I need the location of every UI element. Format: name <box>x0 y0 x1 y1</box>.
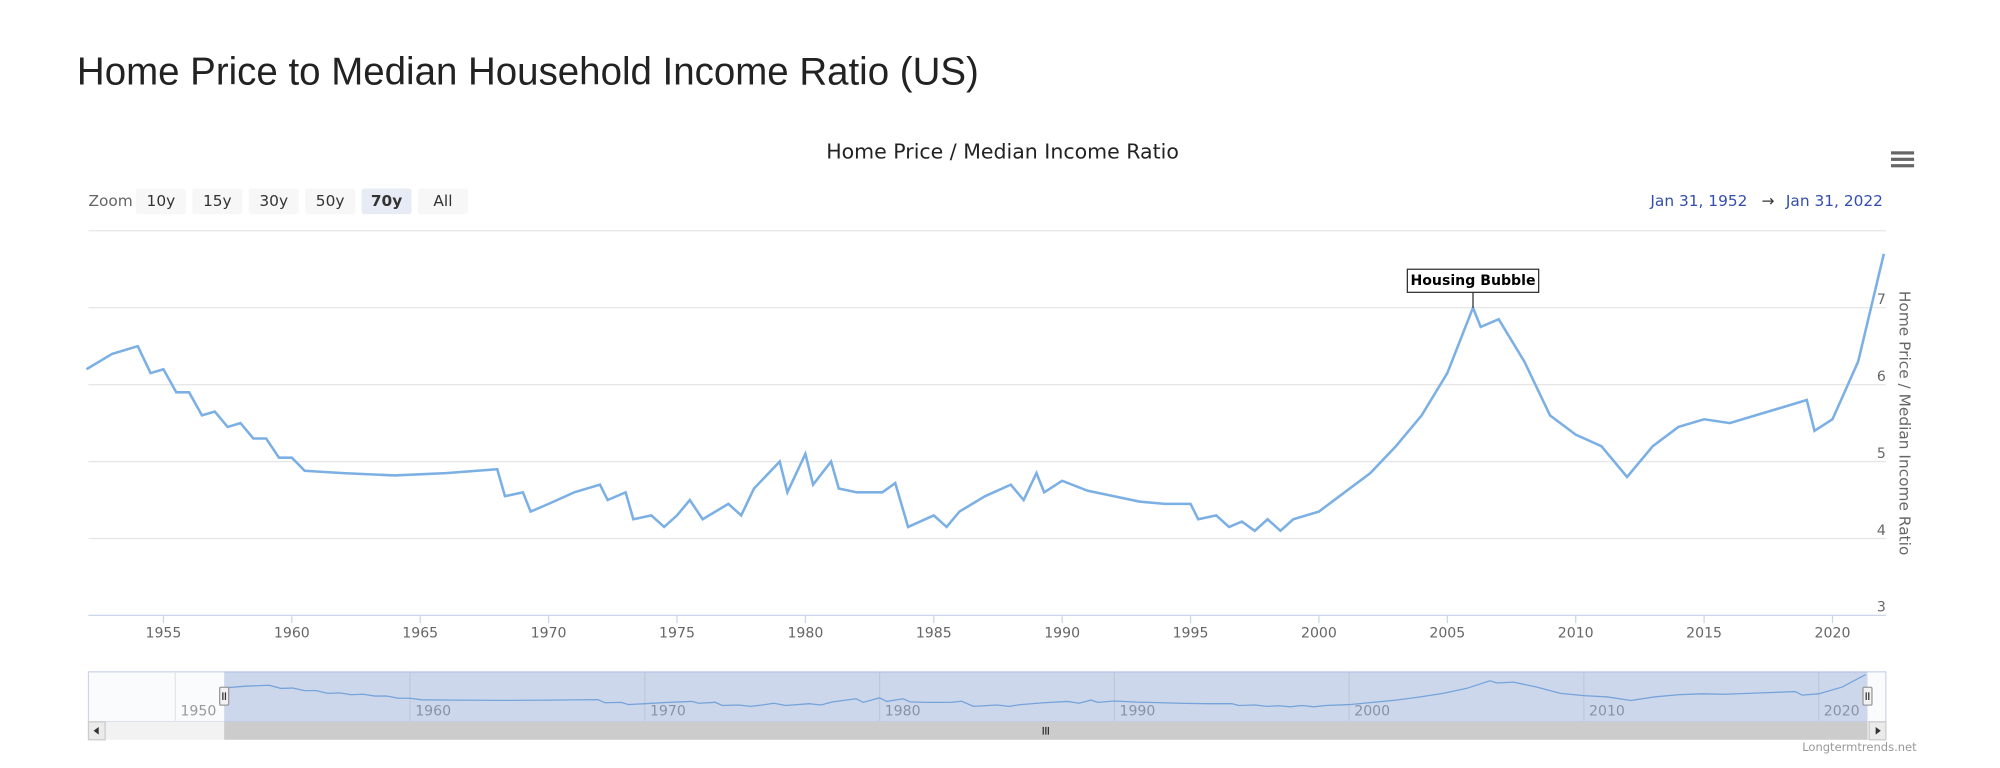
x-tick-label: 2005 <box>1429 625 1465 641</box>
navigator-tick-label: 1980 <box>885 704 921 720</box>
zoom-button-bg[interactable] <box>248 188 299 215</box>
navigator-handle[interactable] <box>1862 686 1873 706</box>
zoom-button[interactable]: 50y <box>316 192 345 210</box>
x-tick-label: 1970 <box>531 625 567 641</box>
menu-bar <box>1891 151 1915 155</box>
navigator-tick-label: 1960 <box>415 704 451 720</box>
x-tick-label: 2000 <box>1301 625 1337 641</box>
x-tick-label: 1960 <box>274 625 310 641</box>
navigator-line <box>222 673 1866 708</box>
x-tick-label: 2020 <box>1815 625 1851 641</box>
x-tick-label: 1975 <box>659 625 695 641</box>
navigator-tick-label: 1990 <box>1119 704 1155 720</box>
navigator-tick-label: 2010 <box>1589 704 1625 720</box>
x-tick-label: 1955 <box>146 625 182 641</box>
line <box>85 253 1886 533</box>
zoom-button[interactable]: 30y <box>259 192 288 210</box>
x-tick-label: 1965 <box>402 625 438 641</box>
x-tick-label: 1995 <box>1173 625 1209 641</box>
scroll-left-arrow <box>93 726 99 735</box>
zoom-button-bg[interactable] <box>417 188 468 215</box>
navigator-mask[interactable] <box>224 671 1868 722</box>
annotation-box <box>1406 268 1540 293</box>
date-arrow: → <box>1762 192 1775 210</box>
zoom-label: Zoom <box>88 192 132 210</box>
menu-bar <box>1891 164 1915 168</box>
y-axis-title: Home Price / Median Income Ratio <box>1895 291 1913 555</box>
x-tick-label: 2015 <box>1686 625 1722 641</box>
zoom-button-bg[interactable] <box>361 188 412 215</box>
menu-icon[interactable] <box>1891 151 1915 168</box>
page-title: Home Price to Median Household Income Ra… <box>77 51 979 94</box>
chart-title: Home Price / Median Income Ratio <box>826 140 1179 164</box>
navigator-tick-label: 1950 <box>180 704 216 720</box>
navigator-tick-label: 2020 <box>1824 704 1860 720</box>
scroll-right-arrow <box>1875 726 1881 735</box>
date-to[interactable]: Jan 31, 2022 <box>1785 192 1883 210</box>
annotation-label: Housing Bubble <box>1410 273 1535 289</box>
zoom-button-bg[interactable] <box>192 188 243 215</box>
zoom-button-bg[interactable] <box>135 188 186 215</box>
y-tick-label: 4 <box>1877 523 1886 539</box>
y-tick-label: 3 <box>1877 600 1886 616</box>
navigator-tick-label: 1970 <box>650 704 686 720</box>
menu-bar <box>1891 157 1915 161</box>
x-tick-label: 1990 <box>1044 625 1080 641</box>
zoom-button[interactable]: 70y <box>371 192 402 210</box>
navigator-tick-label: 2000 <box>1354 704 1390 720</box>
y-tick-label: 7 <box>1877 292 1886 308</box>
zoom-button[interactable]: All <box>433 192 452 210</box>
x-tick-label: 1980 <box>787 625 823 641</box>
date-from[interactable]: Jan 31, 1952 <box>1649 192 1747 210</box>
x-tick-label: 1985 <box>916 625 952 641</box>
credit: Longtermtrends.net <box>1802 740 1917 754</box>
y-tick-label: 6 <box>1877 369 1886 385</box>
zoom-button[interactable]: 15y <box>203 192 232 210</box>
zoom-button-bg[interactable] <box>305 188 356 215</box>
y-tick-label: 5 <box>1877 446 1886 462</box>
zoom-button[interactable]: 10y <box>147 192 176 210</box>
x-tick-label: 2010 <box>1558 625 1594 641</box>
navigator-handle[interactable] <box>219 686 230 706</box>
